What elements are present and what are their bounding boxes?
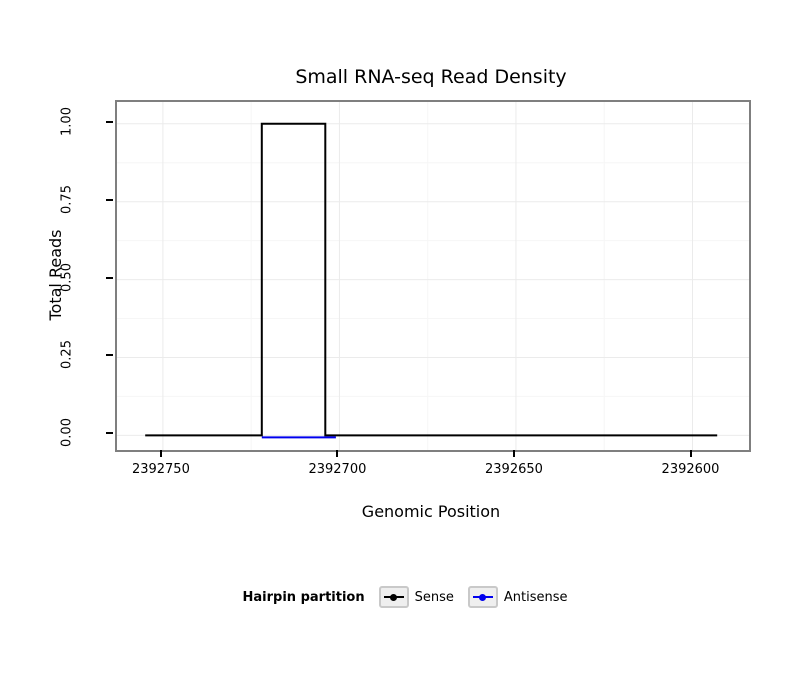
y-tick-label: 0.00 xyxy=(59,418,75,448)
y-tick-mark xyxy=(106,198,113,201)
legend-key-sense xyxy=(378,586,409,608)
legend-key-point xyxy=(390,593,398,601)
x-tick-label: 2392600 xyxy=(661,462,720,477)
legend-item-sense: Sense xyxy=(378,586,454,608)
legend-items: Sense Antisense xyxy=(378,586,568,608)
x-tick-mark xyxy=(689,450,692,457)
y-tick-label: 1.00 xyxy=(59,106,75,136)
x-tick-label: 2392650 xyxy=(485,462,543,477)
y-tick-label: 0.50 xyxy=(59,262,75,292)
legend-item-antisense: Antisense xyxy=(467,586,568,608)
x-tick-label: 2392750 xyxy=(131,462,190,477)
y-tick-mark xyxy=(106,276,113,279)
x-tick-mark xyxy=(512,450,515,457)
plot-area-svg xyxy=(117,102,749,450)
y-tick-mark xyxy=(106,354,113,357)
legend: Hairpin partition Sense Antisense xyxy=(0,582,810,612)
series-line-sense xyxy=(145,122,718,437)
chart-title: Small RNA-seq Read Density xyxy=(295,66,567,88)
plot-panel xyxy=(115,100,751,452)
x-tick-mark xyxy=(336,450,339,457)
y-tick-label: 0.75 xyxy=(59,184,75,214)
legend-key-point xyxy=(479,593,487,601)
legend-label: Antisense xyxy=(503,589,568,605)
legend-title: Hairpin partition xyxy=(242,589,365,605)
y-tick-label: 0.25 xyxy=(59,340,75,370)
y-tick-mark xyxy=(106,120,113,123)
x-tick-label: 2392700 xyxy=(308,462,367,477)
legend-label: Sense xyxy=(414,589,454,605)
x-tick-mark xyxy=(159,450,162,457)
x-axis-title: Genomic Position xyxy=(361,502,501,521)
legend-key-antisense xyxy=(467,586,498,608)
y-tick-mark xyxy=(106,432,113,435)
